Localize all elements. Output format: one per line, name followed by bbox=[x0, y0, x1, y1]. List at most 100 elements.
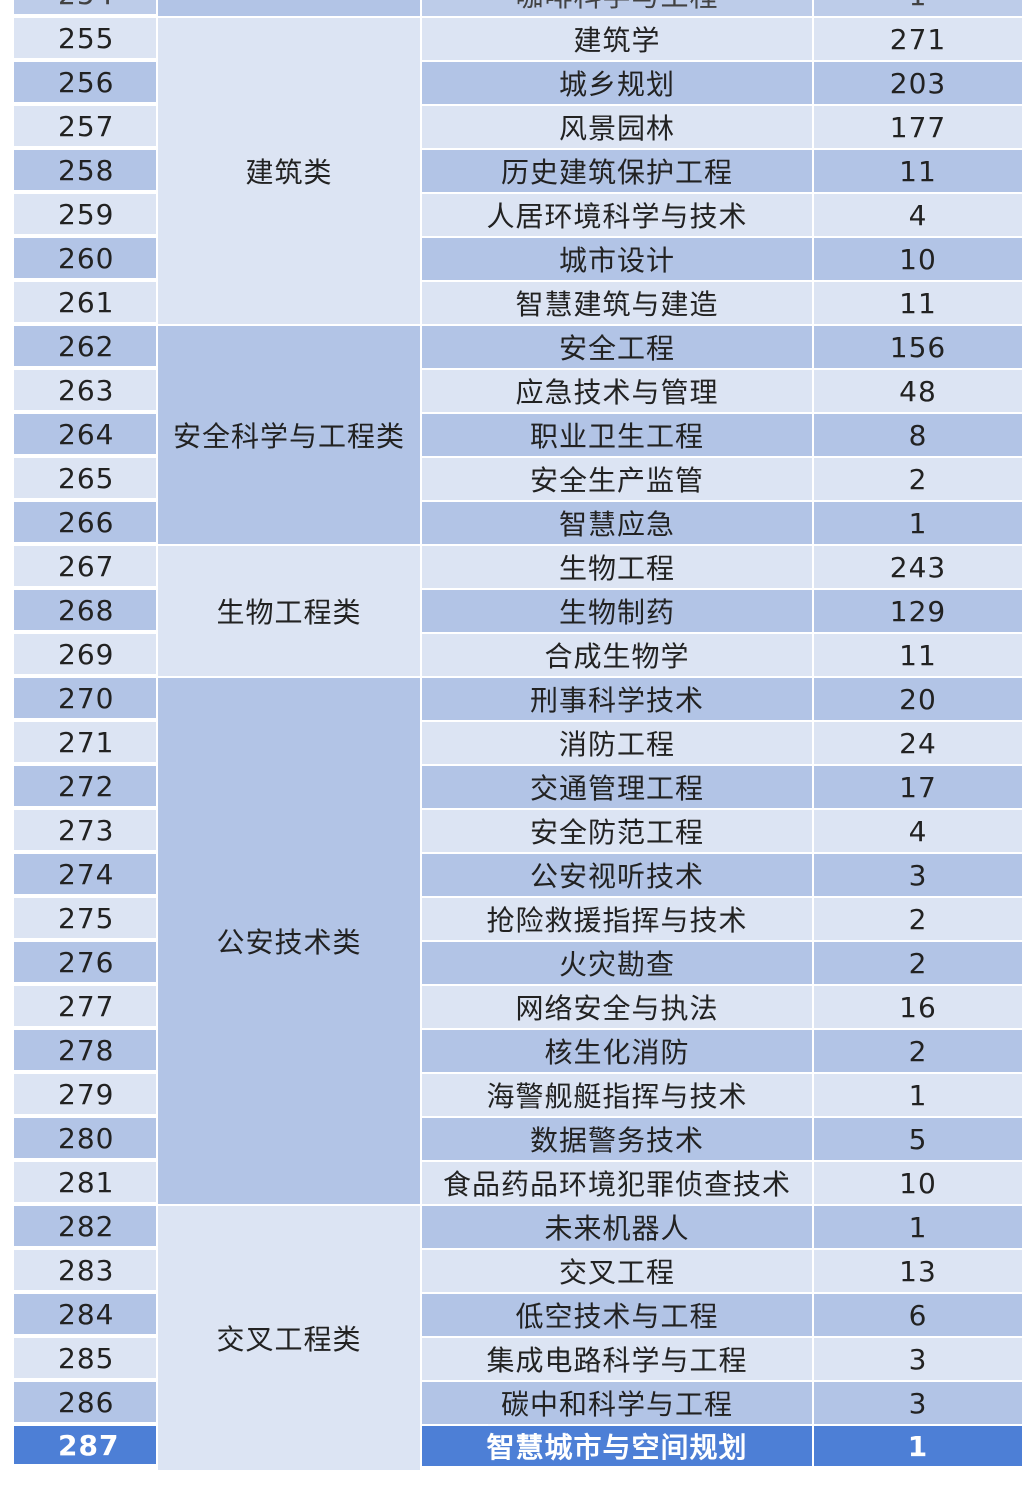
major-name: 智慧建筑与建造 bbox=[422, 282, 812, 326]
row-number: 284 bbox=[14, 1294, 156, 1336]
row-number: 285 bbox=[14, 1338, 156, 1380]
row-number: 258 bbox=[14, 150, 156, 192]
major-name: 火灾勘查 bbox=[422, 942, 812, 986]
table-row: 274 公安视听技术 3 bbox=[14, 854, 1022, 898]
major-name: 风景园林 bbox=[422, 106, 812, 150]
major-name: 交叉工程 bbox=[422, 1250, 812, 1294]
category-cell-partial bbox=[158, 0, 420, 16]
major-name: 智慧城市与空间规划 bbox=[422, 1426, 812, 1468]
row-number: 256 bbox=[14, 62, 156, 104]
table-row-partial: 254 咖啡科学与工程1 bbox=[14, 0, 1022, 18]
table-row: 282 未来机器人 1 bbox=[14, 1206, 1022, 1250]
major-count: 3 bbox=[814, 854, 1022, 898]
table-row: 268 生物制药 129 bbox=[14, 590, 1022, 634]
major-count: 10 bbox=[814, 238, 1022, 282]
row-number: 257 bbox=[14, 106, 156, 148]
major-name: 抢险救援指挥与技术 bbox=[422, 898, 812, 942]
table-row: 262 安全工程 156 bbox=[14, 326, 1022, 370]
row-number: 261 bbox=[14, 282, 156, 324]
major-count: 10 bbox=[814, 1162, 1022, 1206]
table-row: 265 安全生产监管 2 bbox=[14, 458, 1022, 502]
major-name: 刑事科学技术 bbox=[422, 678, 812, 722]
major-count: 11 bbox=[814, 282, 1022, 326]
table-row: 269 合成生物学 11 bbox=[14, 634, 1022, 678]
table-row: 267 生物工程 243 bbox=[14, 546, 1022, 590]
table-row: 270 刑事科学技术 20 bbox=[14, 678, 1022, 722]
major-count: 243 bbox=[814, 546, 1022, 590]
table-row: 261 智慧建筑与建造 11 bbox=[14, 282, 1022, 326]
major-count: 1 bbox=[814, 1206, 1022, 1250]
category-cell: 公安技术类 bbox=[158, 678, 420, 1204]
major-name: 应急技术与管理 bbox=[422, 370, 812, 414]
table-row-highlighted: 287 智慧城市与空间规划 1 bbox=[14, 1426, 1022, 1470]
row-number: 255 bbox=[14, 18, 156, 60]
row-number: 273 bbox=[14, 810, 156, 852]
major-count: 11 bbox=[814, 150, 1022, 194]
major-count: 1 bbox=[814, 1426, 1022, 1468]
row-number: 262 bbox=[14, 326, 156, 368]
major-name: 碳中和科学与工程 bbox=[422, 1382, 812, 1426]
major-name: 智慧应急 bbox=[422, 502, 812, 546]
row-number: 260 bbox=[14, 238, 156, 280]
major-count: 13 bbox=[814, 1250, 1022, 1294]
major-count: 5 bbox=[814, 1118, 1022, 1162]
row-number: 283 bbox=[14, 1250, 156, 1292]
table-row: 264 职业卫生工程 8 bbox=[14, 414, 1022, 458]
major-count: 20 bbox=[814, 678, 1022, 722]
category-cell: 建筑类 bbox=[158, 18, 420, 324]
row-number: 269 bbox=[14, 634, 156, 676]
major-count: 8 bbox=[814, 414, 1022, 458]
major-name: 城市设计 bbox=[422, 238, 812, 282]
table-row: 283 交叉工程 13 bbox=[14, 1250, 1022, 1294]
row-number: 281 bbox=[14, 1162, 156, 1204]
major-count: 177 bbox=[814, 106, 1022, 150]
row-number: 266 bbox=[14, 502, 156, 544]
major-count: 3 bbox=[814, 1382, 1022, 1426]
major-name: 食品药品环境犯罪侦查技术 bbox=[422, 1162, 812, 1206]
row-number: 268 bbox=[14, 590, 156, 632]
table-row: 260 城市设计 10 bbox=[14, 238, 1022, 282]
major-name: 职业卫生工程 bbox=[422, 414, 812, 458]
table-row: 273 安全防范工程 4 bbox=[14, 810, 1022, 854]
category-cell: 生物工程类 bbox=[158, 546, 420, 676]
major-name: 数据警务技术 bbox=[422, 1118, 812, 1162]
table-row: 286 碳中和科学与工程 3 bbox=[14, 1382, 1022, 1426]
major-name: 生物制药 bbox=[422, 590, 812, 634]
row-number: 274 bbox=[14, 854, 156, 896]
major-name: 咖啡科学与工程 bbox=[422, 0, 812, 18]
major-count: 2 bbox=[814, 1030, 1022, 1074]
row-number: 282 bbox=[14, 1206, 156, 1248]
major-count: 4 bbox=[814, 194, 1022, 238]
row-number: 265 bbox=[14, 458, 156, 500]
major-count: 1 bbox=[814, 0, 1022, 18]
major-name: 建筑学 bbox=[422, 18, 812, 62]
table-row: 256 城乡规划 203 bbox=[14, 62, 1022, 106]
table-row: 281 食品药品环境犯罪侦查技术 10 bbox=[14, 1162, 1022, 1206]
table-row: 280 数据警务技术 5 bbox=[14, 1118, 1022, 1162]
row-number: 254 bbox=[14, 0, 156, 16]
row-number: 275 bbox=[14, 898, 156, 940]
major-count: 11 bbox=[814, 634, 1022, 678]
major-name: 海警舰艇指挥与技术 bbox=[422, 1074, 812, 1118]
row-number: 270 bbox=[14, 678, 156, 720]
table-row: 272 交通管理工程 17 bbox=[14, 766, 1022, 810]
row-number: 287 bbox=[14, 1426, 156, 1466]
major-count: 203 bbox=[814, 62, 1022, 106]
category-cell: 安全科学与工程类 bbox=[158, 326, 420, 544]
major-name: 消防工程 bbox=[422, 722, 812, 766]
major-name: 人居环境科学与技术 bbox=[422, 194, 812, 238]
table-row: 263 应急技术与管理 48 bbox=[14, 370, 1022, 414]
major-count: 3 bbox=[814, 1338, 1022, 1382]
table-row: 284 低空技术与工程 6 bbox=[14, 1294, 1022, 1338]
table-row: 266 智慧应急 1 bbox=[14, 502, 1022, 546]
major-name: 核生化消防 bbox=[422, 1030, 812, 1074]
row-number: 279 bbox=[14, 1074, 156, 1116]
major-name: 历史建筑保护工程 bbox=[422, 150, 812, 194]
major-count: 1 bbox=[814, 502, 1022, 546]
major-name: 安全工程 bbox=[422, 326, 812, 370]
row-number: 267 bbox=[14, 546, 156, 588]
major-count: 2 bbox=[814, 898, 1022, 942]
major-name: 网络安全与执法 bbox=[422, 986, 812, 1030]
table-row: 278 核生化消防 2 bbox=[14, 1030, 1022, 1074]
major-count: 16 bbox=[814, 986, 1022, 1030]
